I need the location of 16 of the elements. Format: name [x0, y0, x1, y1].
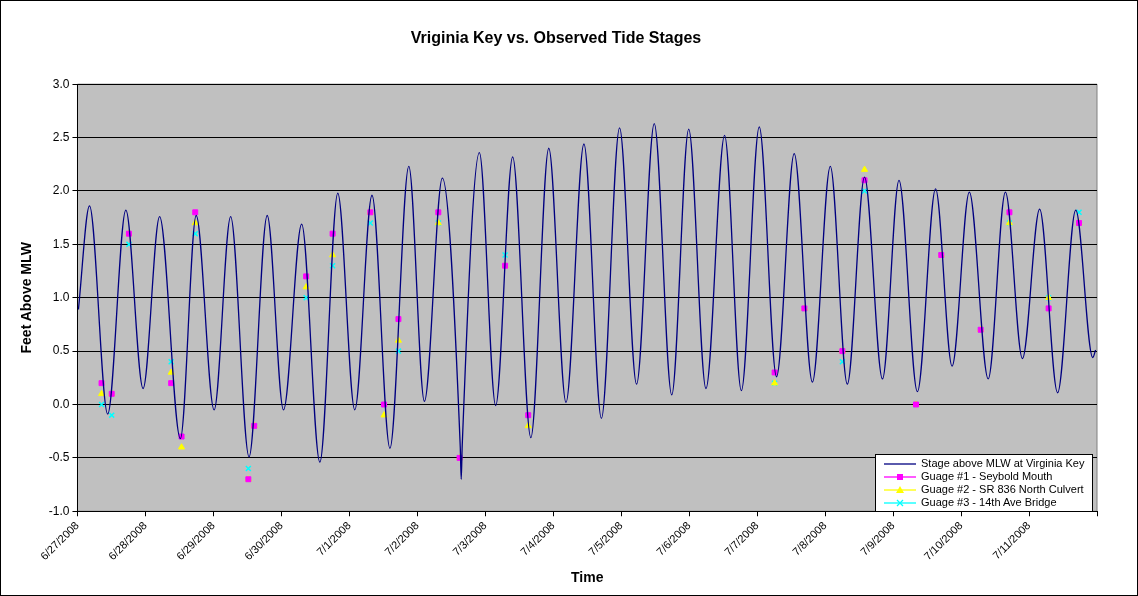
x-axis-title: Time [571, 569, 604, 586]
legend-label: Guage #3 - 14th Ave Bridge [921, 496, 1057, 510]
legend-label: Stage above MLW at Virginia Key [921, 457, 1085, 471]
y-tick-label: 1.5 [52, 236, 70, 251]
y-tick-label: 0.5 [52, 343, 70, 358]
y-tick-label: 3.0 [52, 76, 70, 91]
y-tick-label: 2.0 [52, 183, 70, 198]
chart-title: Vriginia Key vs. Observed Tide Stages [410, 29, 702, 47]
y-tick-label: 2.5 [52, 129, 70, 144]
y-tick-label: 1.0 [52, 290, 70, 305]
y-tick-label: -1.0 [48, 503, 70, 518]
legend-label: Guage #2 - SR 836 North Culvert [921, 483, 1084, 497]
y-tick-label: 0.0 [52, 396, 70, 411]
legend-label: Guage #1 - Seybold Mouth [921, 470, 1053, 484]
y-axis-title: Feet Above MLW [18, 241, 35, 354]
y-tick-label: -0.5 [48, 450, 70, 465]
